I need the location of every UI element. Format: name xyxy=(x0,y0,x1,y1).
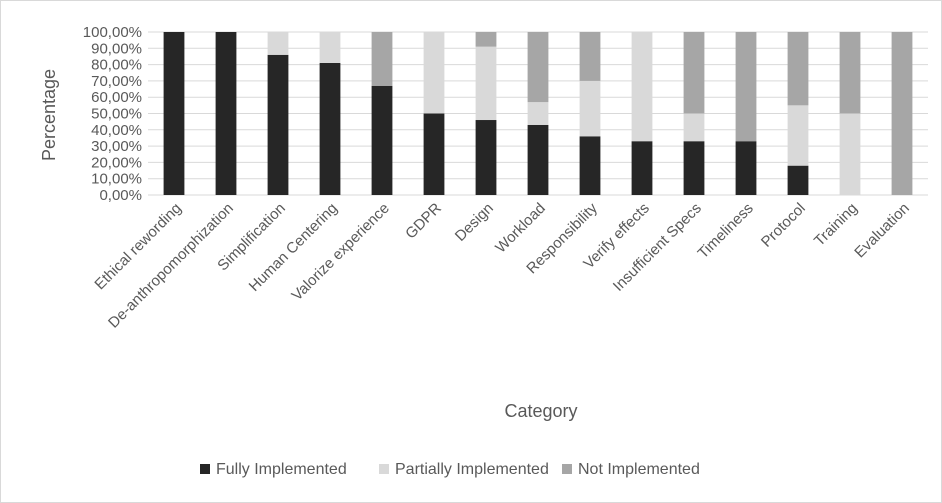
bar-segment xyxy=(527,124,549,195)
bar-segment xyxy=(579,136,601,195)
x-tick-label: Timeliness xyxy=(695,200,757,262)
bar-segment xyxy=(787,165,809,195)
y-tick-label: 20,00% xyxy=(91,154,142,171)
bar-segment xyxy=(527,102,549,125)
bar-segment xyxy=(787,32,809,106)
bar-segment xyxy=(319,32,341,63)
y-tick-label: 10,00% xyxy=(91,171,142,188)
bar-segment xyxy=(527,32,549,103)
bar-segment xyxy=(475,120,497,195)
y-tick-labels: 0,00%10,00%20,00%30,00%40,00%50,00%60,00… xyxy=(83,24,142,204)
bar-segment xyxy=(839,113,861,195)
legend-swatch xyxy=(379,464,389,474)
y-tick-label: 60,00% xyxy=(91,89,142,106)
bar-segment xyxy=(891,32,913,195)
y-tick-label: 90,00% xyxy=(91,40,142,57)
bar-segment xyxy=(839,32,861,114)
bar-segment xyxy=(579,80,601,137)
bar-segment xyxy=(683,113,705,142)
bar-segment xyxy=(423,113,445,195)
bar-segment xyxy=(319,62,341,195)
x-axis-title: Category xyxy=(504,401,577,421)
legend-label: Partially Implemented xyxy=(395,461,549,478)
x-tick-label: Valorize experience xyxy=(288,200,392,304)
bar-segment xyxy=(475,32,497,47)
bar-segment xyxy=(475,46,497,121)
y-tick-label: 70,00% xyxy=(91,73,142,90)
x-tick-label: Insufficient Specs xyxy=(610,200,705,295)
legend-swatch xyxy=(562,464,572,474)
legend-label: Fully Implemented xyxy=(216,461,347,478)
y-tick-label: 100,00% xyxy=(83,24,142,41)
x-tick-label: Protocol xyxy=(758,200,809,251)
bar-segment xyxy=(735,32,757,142)
y-tick-label: 0,00% xyxy=(99,187,142,204)
bar-segment xyxy=(423,32,445,114)
bar-segment xyxy=(371,85,393,195)
y-tick-label: 30,00% xyxy=(91,138,142,155)
y-tick-label: 40,00% xyxy=(91,122,142,139)
x-tick-label: Design xyxy=(452,200,497,245)
x-tick-label: Ethical rewording xyxy=(91,200,184,293)
x-tick-label: Human Centering xyxy=(246,200,341,295)
bars xyxy=(163,32,913,195)
bar-segment xyxy=(267,54,289,195)
bar-segment xyxy=(683,32,705,114)
legend-swatch xyxy=(200,464,210,474)
x-tick-label: Evaluation xyxy=(851,200,913,262)
y-tick-label: 80,00% xyxy=(91,57,142,74)
bar-segment xyxy=(371,32,393,86)
bar-segment xyxy=(735,141,757,195)
legend-label: Not Implemented xyxy=(578,461,700,478)
y-tick-label: 50,00% xyxy=(91,106,142,123)
bar-segment xyxy=(683,141,705,195)
legend: Fully Implemented Partially Implemented No… xyxy=(200,461,700,478)
bar-segment xyxy=(631,32,653,142)
bar-segment xyxy=(579,32,601,81)
x-tick-label: GDPR xyxy=(402,200,445,243)
bar-segment xyxy=(631,141,653,195)
bar-segment xyxy=(787,105,809,166)
y-axis-title: Percentage xyxy=(39,69,59,161)
x-tick-labels: Ethical rewordingDe-anthropomorphization… xyxy=(91,199,912,331)
bar-segment xyxy=(163,32,185,195)
bar-segment xyxy=(215,32,237,195)
bar-segment xyxy=(267,32,289,55)
x-tick-label: Training xyxy=(811,200,861,250)
